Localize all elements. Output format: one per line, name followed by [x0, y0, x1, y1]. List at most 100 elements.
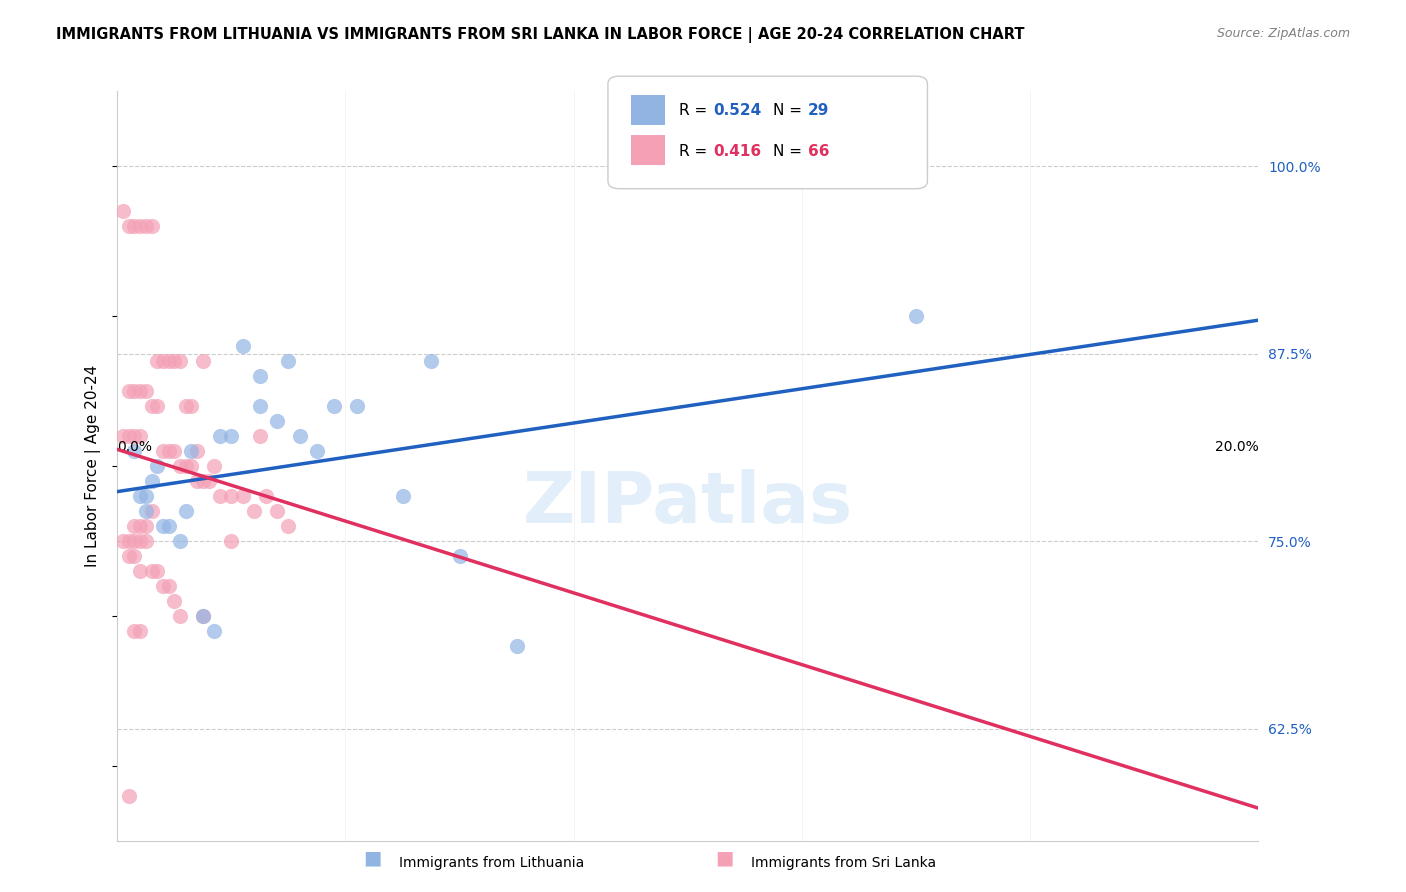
- Text: Immigrants from Sri Lanka: Immigrants from Sri Lanka: [751, 855, 936, 870]
- Point: [905, 310, 928, 324]
- Point: [141, 219, 163, 234]
- Point: [249, 369, 271, 384]
- Point: [135, 489, 157, 503]
- Point: [124, 429, 146, 443]
- Point: [124, 624, 146, 639]
- Point: [180, 399, 202, 413]
- Point: [169, 534, 191, 549]
- Text: 0.524: 0.524: [713, 103, 761, 118]
- Point: [266, 504, 288, 518]
- Text: R =: R =: [679, 144, 711, 159]
- Point: [124, 519, 146, 533]
- Text: IMMIGRANTS FROM LITHUANIA VS IMMIGRANTS FROM SRI LANKA IN LABOR FORCE | AGE 20-2: IMMIGRANTS FROM LITHUANIA VS IMMIGRANTS …: [56, 27, 1025, 43]
- Point: [180, 444, 202, 458]
- Point: [232, 339, 254, 353]
- Point: [118, 384, 141, 399]
- Text: N =: N =: [773, 144, 807, 159]
- Point: [232, 489, 254, 503]
- Text: 20.0%: 20.0%: [1215, 440, 1258, 454]
- Point: [249, 399, 271, 413]
- Point: [135, 504, 157, 518]
- Point: [135, 384, 157, 399]
- Point: [135, 534, 157, 549]
- Point: [111, 204, 134, 219]
- Point: [277, 354, 299, 368]
- Point: [146, 564, 169, 578]
- Point: [157, 444, 180, 458]
- Point: [129, 624, 152, 639]
- Point: [118, 534, 141, 549]
- Point: [243, 504, 266, 518]
- Point: [174, 399, 197, 413]
- Point: [391, 489, 413, 503]
- Point: [141, 504, 163, 518]
- Point: [141, 564, 163, 578]
- Point: [111, 429, 134, 443]
- Point: [221, 489, 243, 503]
- Point: [124, 384, 146, 399]
- Point: [129, 534, 152, 549]
- Point: [135, 219, 157, 234]
- Text: 66: 66: [807, 144, 830, 159]
- Point: [152, 579, 174, 593]
- Point: [152, 354, 174, 368]
- Point: [157, 519, 180, 533]
- Point: [191, 609, 214, 624]
- Point: [129, 564, 152, 578]
- Bar: [631, 95, 665, 125]
- Point: [277, 519, 299, 533]
- Point: [129, 429, 152, 443]
- Point: [118, 789, 141, 804]
- Point: [146, 459, 169, 474]
- Point: [129, 384, 152, 399]
- Point: [141, 475, 163, 489]
- Text: 0.416: 0.416: [713, 144, 761, 159]
- Point: [118, 429, 141, 443]
- Text: ■: ■: [363, 848, 382, 867]
- Point: [135, 519, 157, 533]
- Text: ■: ■: [714, 848, 734, 867]
- Point: [174, 504, 197, 518]
- Bar: [631, 135, 665, 165]
- Text: ZIPatlas: ZIPatlas: [523, 469, 853, 538]
- Point: [202, 459, 225, 474]
- Point: [169, 609, 191, 624]
- Point: [191, 609, 214, 624]
- Text: R =: R =: [679, 103, 711, 118]
- Point: [152, 519, 174, 533]
- Point: [346, 399, 368, 413]
- Point: [197, 475, 219, 489]
- Text: 0.0%: 0.0%: [117, 440, 152, 454]
- Point: [111, 534, 134, 549]
- Point: [163, 444, 186, 458]
- Point: [152, 444, 174, 458]
- Point: [141, 399, 163, 413]
- Point: [118, 549, 141, 564]
- Point: [129, 489, 152, 503]
- Point: [174, 459, 197, 474]
- Point: [191, 475, 214, 489]
- Point: [169, 354, 191, 368]
- Point: [288, 429, 311, 443]
- Point: [323, 399, 346, 413]
- FancyBboxPatch shape: [607, 76, 928, 189]
- Point: [124, 219, 146, 234]
- Point: [124, 534, 146, 549]
- Point: [129, 519, 152, 533]
- Point: [169, 459, 191, 474]
- Point: [221, 534, 243, 549]
- Point: [163, 594, 186, 608]
- Point: [505, 640, 527, 654]
- Text: Immigrants from Lithuania: Immigrants from Lithuania: [399, 855, 585, 870]
- Y-axis label: In Labor Force | Age 20-24: In Labor Force | Age 20-24: [86, 365, 101, 567]
- Point: [266, 414, 288, 428]
- Point: [305, 444, 328, 458]
- Point: [254, 489, 277, 503]
- Point: [163, 354, 186, 368]
- Point: [208, 429, 231, 443]
- Point: [124, 444, 146, 458]
- Point: [186, 475, 208, 489]
- Point: [124, 549, 146, 564]
- Point: [157, 579, 180, 593]
- Point: [146, 399, 169, 413]
